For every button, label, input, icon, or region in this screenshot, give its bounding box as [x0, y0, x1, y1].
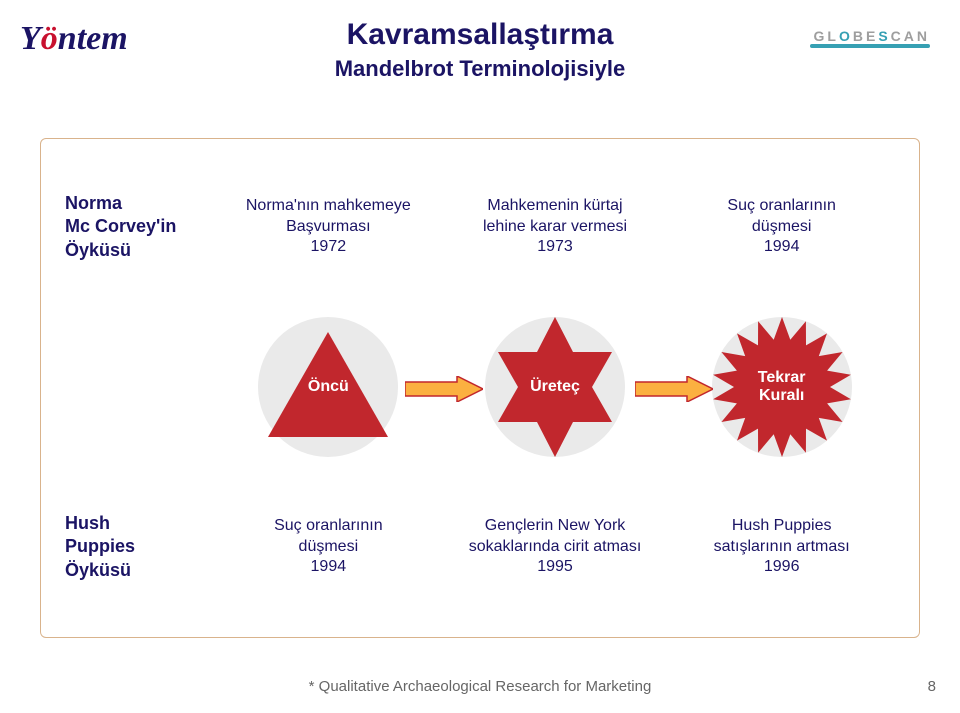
koch-icon	[707, 312, 857, 462]
row2-event-2: Gençlerin New Yorksokaklarında cirit atm…	[442, 516, 669, 578]
row-bottom: HushPuppiesÖyküsü Suç oranlarınındüşmesi…	[65, 477, 895, 617]
yontem-logo: Yöntem	[20, 20, 128, 58]
row1-label: NormaMc Corvey'inÖyküsü	[65, 192, 215, 262]
page-number: 8	[928, 678, 936, 695]
row-top: NormaMc Corvey'inÖyküsü Norma'nın mahkem…	[65, 157, 895, 297]
star-icon	[480, 312, 630, 462]
logo-right-5: CAN	[891, 28, 930, 44]
shapes-row: Öncü Üreteç	[215, 297, 895, 477]
logo-right-1: GL	[814, 28, 839, 44]
header: Yöntem GLOBESCAN Kavramsallaştırma Mande…	[0, 0, 960, 120]
globescan-underline	[810, 44, 930, 48]
logo-left-pre: Y	[20, 20, 41, 57]
triangle-icon	[258, 317, 398, 457]
logo-right-3: BE	[853, 28, 878, 44]
page-subtitle: Mandelbrot Terminolojisiyle	[0, 56, 960, 82]
diagram-box: NormaMc Corvey'inÖyküsü Norma'nın mahkem…	[40, 138, 920, 638]
footnote: * Qualitative Archaeological Research fo…	[0, 678, 960, 695]
row1-event-3: Suç oranlarınındüşmesi1994	[668, 196, 895, 258]
globescan-logo: GLOBESCAN	[814, 28, 930, 44]
logo-left-rest: ntem	[58, 20, 128, 57]
row2-event-1: Suç oranlarınındüşmesi1994	[215, 516, 442, 578]
arrow-1-icon	[405, 376, 483, 402]
row2-event-3: Hush Puppiessatışlarının artması1996	[668, 516, 895, 578]
logo-left-accent: ö	[41, 20, 58, 57]
row1-event-2: Mahkemenin kürtajlehine karar vermesi197…	[442, 196, 669, 258]
logo-right-2: O	[839, 28, 853, 44]
logo-right-4: S	[878, 28, 890, 44]
arrow-2-icon	[635, 376, 713, 402]
row2-label: HushPuppiesÖyküsü	[65, 512, 215, 582]
row1-event-1: Norma'nın mahkemeyeBaşvurması1972	[215, 196, 442, 258]
